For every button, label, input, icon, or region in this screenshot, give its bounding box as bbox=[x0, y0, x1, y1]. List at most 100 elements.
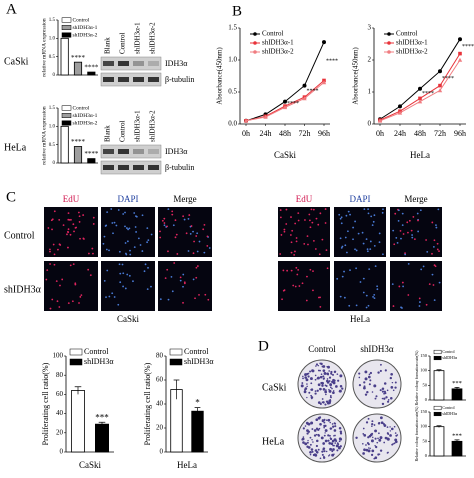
cell-dot bbox=[185, 232, 188, 235]
legend-swatch bbox=[69, 358, 83, 366]
error-bar bbox=[436, 369, 442, 372]
blot-band bbox=[133, 61, 144, 66]
cell-dot bbox=[392, 229, 395, 232]
colony-dot bbox=[318, 384, 321, 386]
legend-label: shIDH3α-2 bbox=[73, 32, 98, 38]
x-tick-label: 72h bbox=[434, 129, 446, 138]
cell-dot bbox=[290, 216, 292, 218]
cell-dot bbox=[428, 283, 431, 286]
colony-dot bbox=[369, 433, 373, 437]
colony-dot bbox=[325, 400, 329, 403]
lane-label: shIDH3α-2 bbox=[149, 22, 157, 54]
colony-dot bbox=[381, 387, 385, 390]
cell-dot bbox=[308, 213, 311, 216]
bar bbox=[433, 426, 445, 457]
plate bbox=[352, 359, 402, 409]
colony-dot bbox=[390, 372, 393, 376]
blot-band bbox=[118, 77, 129, 82]
legend-marker bbox=[387, 41, 391, 45]
lane-label: Control bbox=[119, 33, 127, 54]
lane-label: shIDH3α-2 bbox=[149, 110, 157, 142]
cell-dot bbox=[282, 269, 285, 272]
x-axis-label: HeLa bbox=[177, 460, 197, 470]
colony-dot bbox=[331, 450, 334, 453]
y-axis-label: Proliferating cell ratio(%) bbox=[143, 362, 152, 445]
colony-dot bbox=[329, 427, 333, 430]
cell-dot bbox=[71, 300, 74, 303]
colony-dot bbox=[379, 369, 382, 373]
cell-dot bbox=[339, 295, 342, 298]
colony-dot bbox=[374, 445, 376, 447]
colony-dot bbox=[321, 450, 324, 453]
cell-dot bbox=[433, 299, 436, 302]
point bbox=[282, 105, 288, 110]
cell-dot bbox=[339, 217, 342, 220]
panel-label: C bbox=[6, 189, 16, 205]
colony-dot bbox=[392, 389, 395, 392]
cell-dot bbox=[366, 250, 369, 253]
cell-dot bbox=[312, 270, 314, 273]
cell-dot bbox=[174, 236, 177, 239]
error-bar bbox=[454, 387, 460, 391]
colony-dot bbox=[323, 450, 326, 453]
legend-label: Control bbox=[84, 347, 109, 356]
colony-dot bbox=[306, 441, 309, 444]
legend-swatch bbox=[61, 32, 72, 38]
cell-dot bbox=[207, 298, 210, 301]
colony-dot bbox=[306, 383, 308, 385]
cell-dot bbox=[170, 275, 173, 278]
colony-dot bbox=[381, 390, 385, 393]
cell-dot bbox=[103, 235, 106, 238]
cell-dot bbox=[62, 224, 65, 227]
colony-dot bbox=[302, 375, 304, 378]
cell-dot bbox=[92, 252, 94, 255]
cell-dot bbox=[283, 230, 286, 233]
cell-dot bbox=[108, 295, 111, 298]
colony-dot bbox=[324, 429, 328, 432]
error-bar bbox=[74, 386, 82, 395]
colony-dot bbox=[314, 449, 318, 452]
blot-band bbox=[103, 165, 114, 170]
colony-dot bbox=[363, 386, 366, 390]
cell-dot bbox=[285, 208, 288, 211]
colony-dot bbox=[328, 455, 330, 457]
colony-dot bbox=[335, 385, 338, 388]
error-bar bbox=[454, 439, 460, 443]
cell-dot bbox=[194, 297, 196, 300]
cell-dot bbox=[49, 263, 51, 265]
cell-dot bbox=[182, 301, 184, 304]
panel-label: A bbox=[6, 1, 17, 17]
channel-label: Merge bbox=[173, 194, 196, 204]
cell-dot bbox=[362, 291, 365, 294]
point bbox=[377, 118, 383, 123]
legend-swatch bbox=[61, 105, 72, 111]
channel-label: DAPI bbox=[117, 194, 138, 204]
cell-dot bbox=[159, 298, 162, 301]
cell-dot bbox=[69, 264, 72, 267]
colony-dot bbox=[338, 426, 342, 430]
colony-dot bbox=[358, 372, 361, 375]
colony-dot bbox=[362, 452, 365, 455]
cell-dot bbox=[431, 252, 433, 255]
cell-dot bbox=[362, 277, 365, 280]
cell-dot bbox=[359, 281, 362, 283]
cell-dot bbox=[291, 229, 294, 232]
cell-dot bbox=[401, 212, 404, 215]
colony-dot bbox=[368, 383, 371, 386]
y-tick-label: 1.0 bbox=[228, 56, 237, 64]
legend-swatch bbox=[169, 358, 183, 366]
cell-dot bbox=[309, 226, 312, 229]
cell-dot bbox=[147, 239, 150, 242]
cell-dot bbox=[193, 240, 195, 243]
colony-dot bbox=[317, 428, 320, 431]
cell-dot bbox=[294, 250, 296, 253]
y-tick-label: 50 bbox=[423, 382, 428, 387]
cell-dot bbox=[127, 228, 130, 231]
column-label: Control bbox=[308, 344, 336, 354]
colony-dot bbox=[319, 457, 322, 460]
cell-dot bbox=[307, 243, 309, 246]
cell-dot bbox=[378, 241, 381, 244]
colony-dot bbox=[332, 425, 335, 428]
cell-dot bbox=[418, 305, 421, 307]
